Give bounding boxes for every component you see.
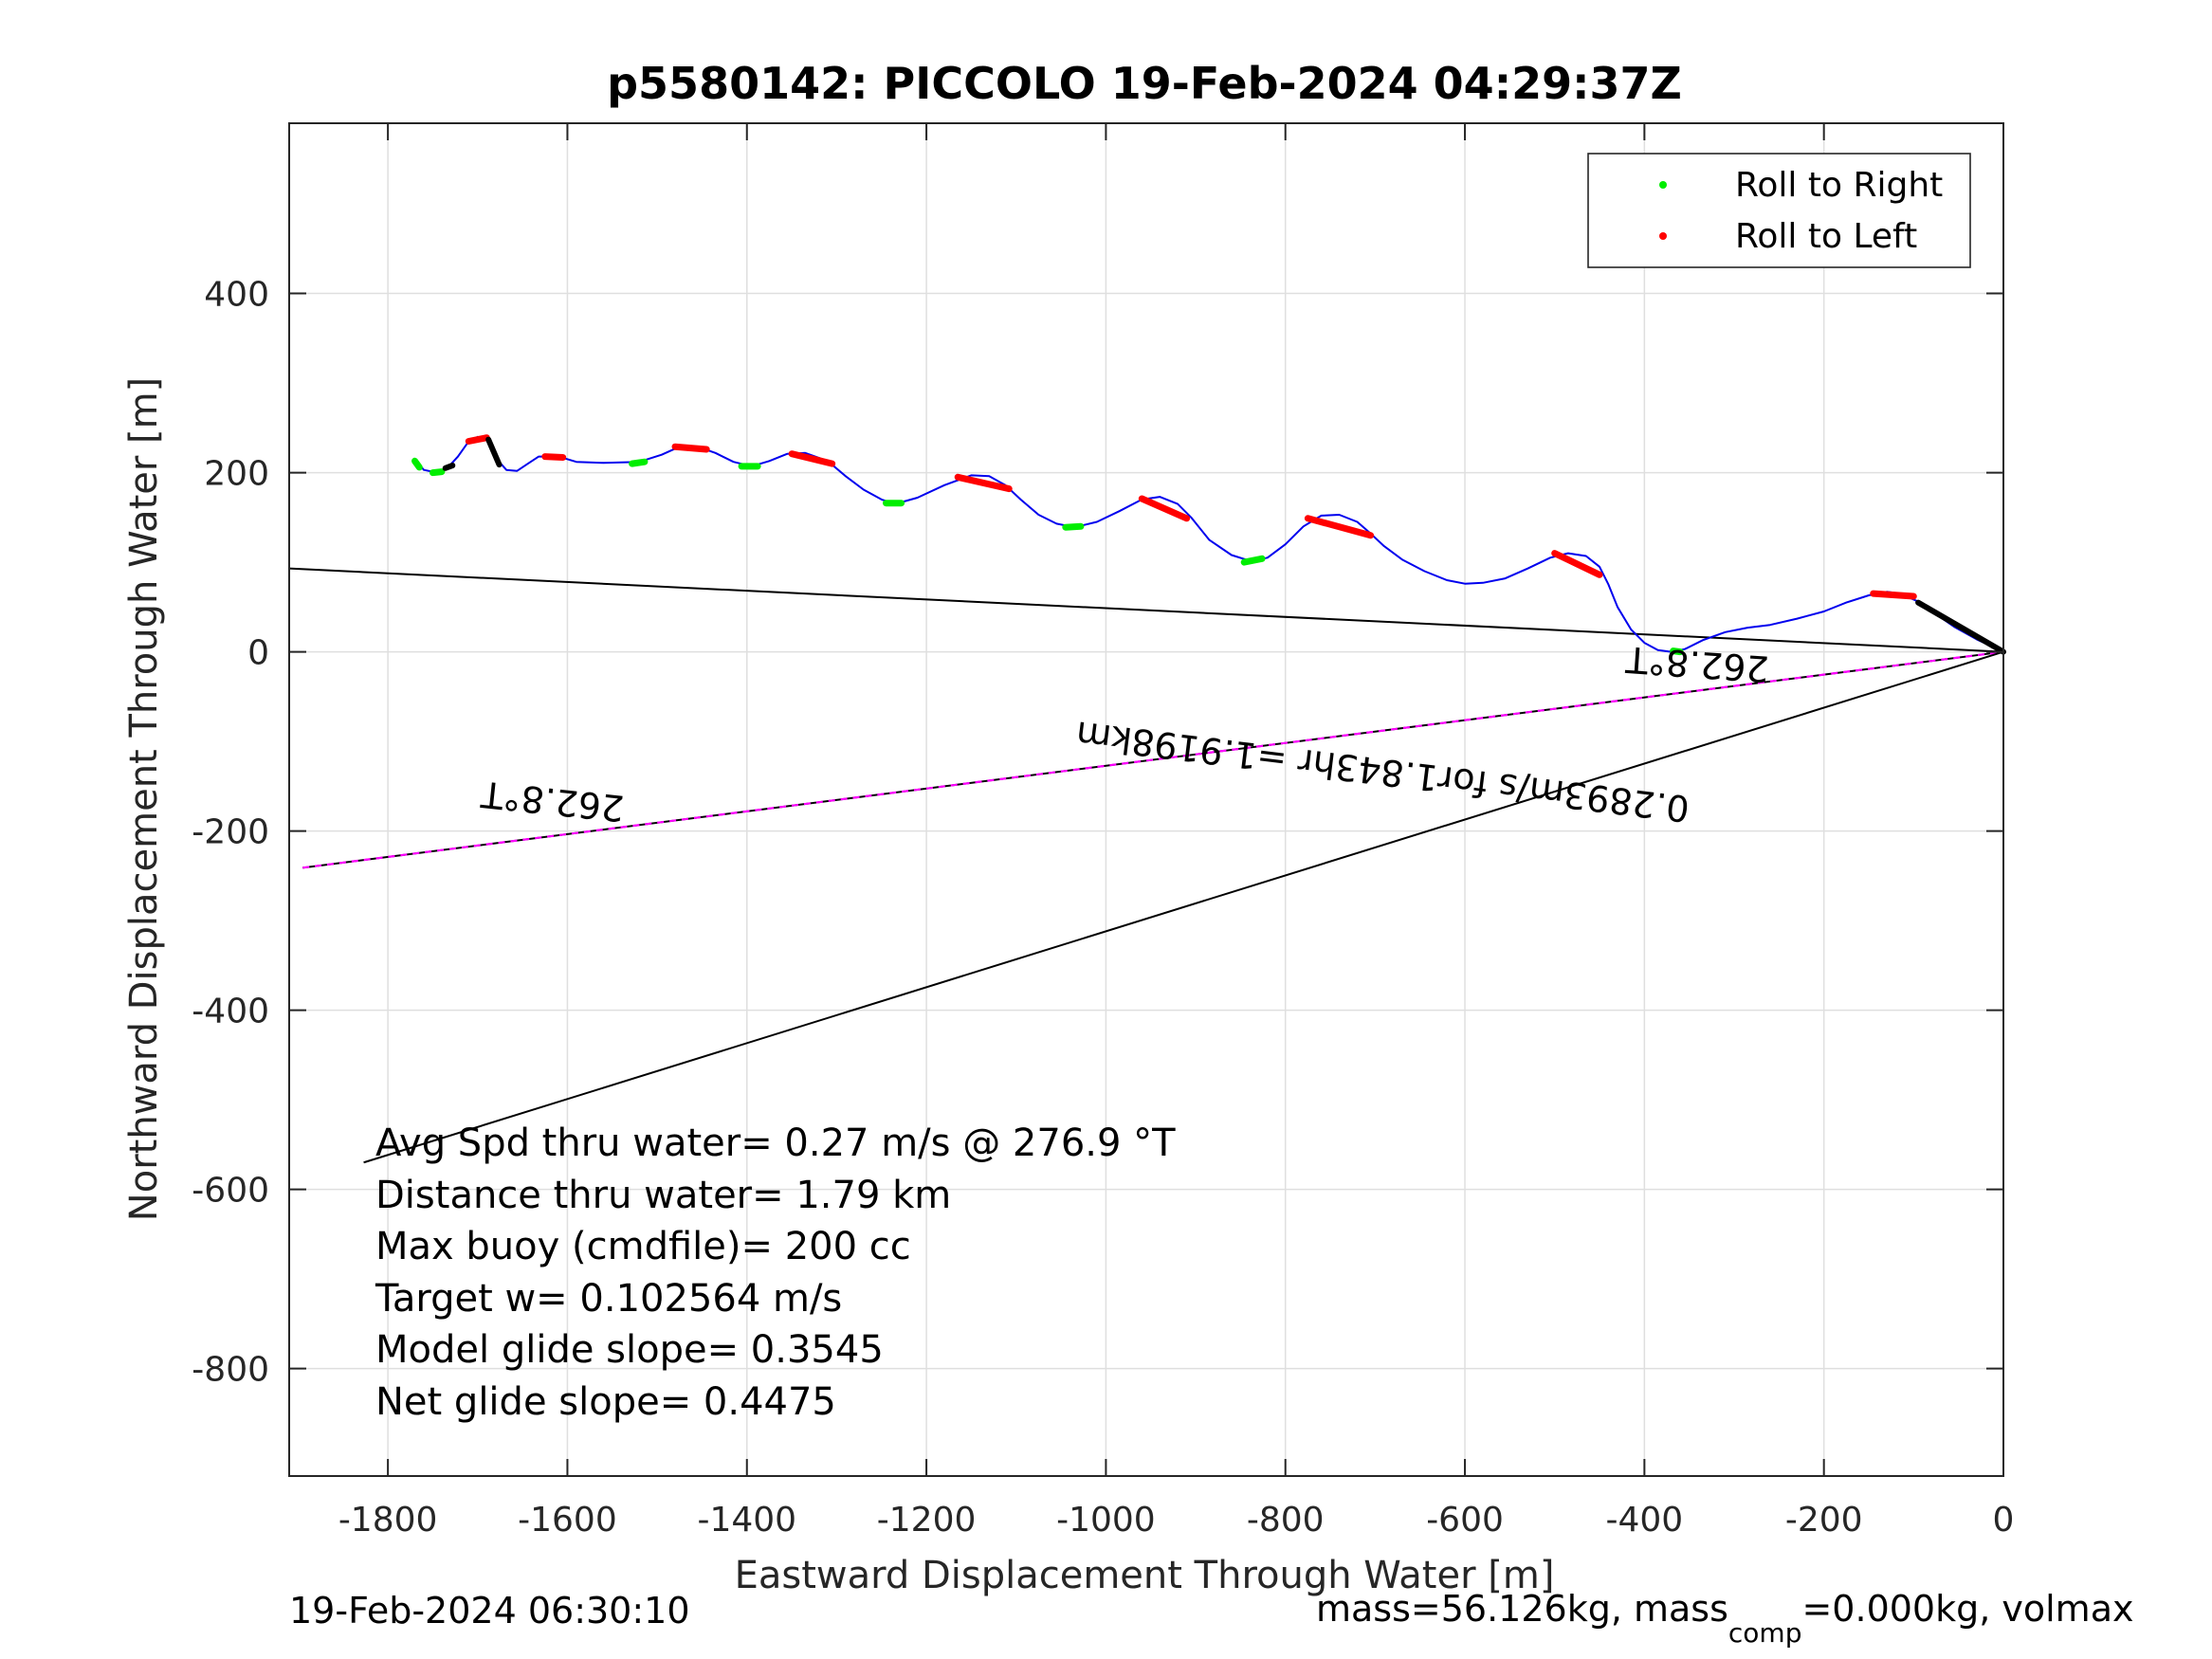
y-tick-label: 400 [204,276,269,315]
x-tick-label: -200 [1785,1501,1863,1540]
roll-to-right-segment [629,458,649,467]
annotation-model-glide-slope: Model glide slope= 0.3545 [375,1328,884,1372]
x-tick-label: -800 [1247,1501,1325,1540]
x-tick-label: -600 [1426,1501,1504,1540]
line-label: 262.8°T [1624,638,1770,689]
annotation-distance: Distance thru water= 1.79 km [375,1174,951,1217]
roll-markers [411,434,2006,656]
thick-track-segment [485,436,503,468]
legend: Roll to Right Roll to Left [1587,153,1971,268]
roll-to-left-segment [954,473,1013,493]
annotation-net-glide-slope: Net glide slope= 0.4475 [375,1380,836,1424]
thick-track-segment [442,463,456,471]
line-label: 262.8°T [479,773,627,830]
roll-to-left-segment [1304,515,1375,539]
y-tick-label: -400 [192,993,269,1031]
legend-marker-roll-right [1659,181,1667,189]
thick-track-segment [1915,599,2006,655]
roll-to-right-segment [1240,555,1266,566]
roll-to-left-segment [1551,550,1603,578]
axes-box [288,122,2004,1477]
footer-mass-suffix: =0.000kg, volmax [1801,1588,2133,1630]
x-tick-label: -400 [1606,1501,1684,1540]
x-axis-label: Eastward Displacement Through Water [m] [735,1554,1555,1597]
roll-to-right-segment [1062,522,1085,531]
annotation-target-w: Target w= 0.102564 m/s [375,1277,842,1321]
y-tick-label: -800 [192,1351,269,1390]
x-tick-label: -1400 [697,1501,796,1540]
chart-title: p5580142: PICCOLO 19-Feb-2024 04:29:37Z [607,58,1682,109]
x-tick-label: -1800 [338,1501,438,1540]
roll-to-left-segment [541,453,567,461]
footer-mass-info: mass=56.126kg, masscomp=0.000kg, volmax [1316,1588,2133,1649]
footer-mass-prefix: mass=56.126kg, mass [1316,1588,1728,1630]
annotation-avg-speed: Avg Spd thru water= 0.27 m/s @ 276.9 °T [375,1121,1176,1165]
roll-to-left-segment [465,434,490,445]
x-tick-label: -1000 [1056,1501,1156,1540]
reference-lines [288,567,2004,1164]
tick-labels: -1800 -1600 -1400 -1200 -1000 -800 -600 -400 -20… [192,276,2014,1540]
glider-track [413,435,2004,653]
roll-to-left-segment [1870,590,1917,600]
roll-to-right-segment [430,468,446,477]
legend-box [1587,153,1971,268]
x-tick-label: -1600 [518,1501,617,1540]
reference-line [363,650,2004,1164]
roll-to-left-segment [1138,495,1191,522]
y-tick-label: 200 [204,455,269,494]
roll-to-right-segment [411,457,423,471]
glider-track-group [413,435,2004,653]
x-tick-label: -1200 [877,1501,977,1540]
x-tick-label: 0 [1993,1501,2015,1540]
roll-to-left-segment [671,443,710,453]
reference-line-dashed [302,650,2004,869]
reference-line [288,567,2004,653]
y-tick-label: -600 [192,1172,269,1211]
legend-label-roll-left: Roll to Left [1735,217,1917,256]
tick-marks [289,123,2004,1476]
y-axis-label: Northward Displacement Through Water [m] [122,377,166,1221]
annotation-max-buoy: Max buoy (cmdfile)= 200 cc [375,1225,911,1268]
footer-timestamp: 19-Feb-2024 06:30:10 [289,1590,690,1632]
roll-to-right-segment [1670,647,1684,656]
y-tick-label: 0 [247,634,269,673]
y-tick-label: -200 [192,813,269,852]
footer-mass-subscript: comp [1728,1617,1802,1649]
grid-lines [289,123,2004,1476]
legend-label-roll-right: Roll to Right [1735,166,1943,205]
roll-to-left-segment [788,450,836,467]
legend-marker-roll-left [1659,232,1667,240]
stats-annotations: Avg Spd thru water= 0.27 m/s @ 276.9 °T … [375,1121,1176,1424]
